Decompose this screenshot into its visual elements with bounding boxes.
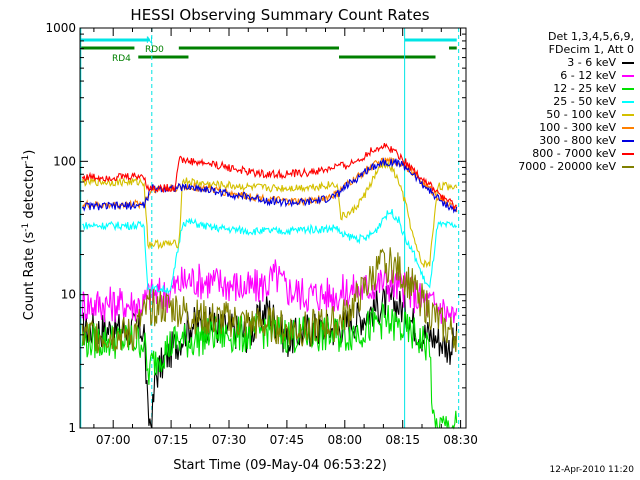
x-tick-label: 08:00: [327, 433, 362, 447]
plot-frame: [79, 27, 467, 429]
x-tick-label: 08:15: [385, 433, 420, 447]
bar-label-rd4: RD4: [112, 54, 131, 64]
legend-label: 800 - 7000 keV: [532, 147, 616, 160]
flag-bars: [80, 38, 457, 59]
chart-title: HESSI Observing Summary Count Rates: [130, 6, 429, 24]
legend-swatch: [622, 166, 634, 168]
legend-swatch: [622, 140, 634, 142]
legend-header-2: FDecim 1, Att 0: [548, 43, 634, 56]
series-line-8: [81, 247, 458, 354]
x-tick-label: 08:30: [443, 433, 478, 447]
legend-label: 50 - 100 keV: [546, 108, 616, 121]
legend-item: 300 - 800 keV: [469, 134, 634, 147]
series-line-1: [81, 259, 458, 324]
legend-swatch: [622, 75, 634, 77]
legend-item: 25 - 50 keV: [469, 95, 634, 108]
legend-swatch: [622, 101, 634, 103]
x-tick-label: 07:00: [96, 433, 131, 447]
legend-label: 12 - 25 keV: [553, 82, 616, 95]
legend-item: 800 - 7000 keV: [469, 147, 634, 160]
series-line-7: [81, 142, 457, 211]
x-tick-label: 07:15: [154, 433, 189, 447]
timestamp: 12-Apr-2010 11:20: [549, 465, 634, 475]
legend-label: 7000 - 20000 keV: [518, 160, 616, 173]
legend-item: 7000 - 20000 keV: [469, 160, 634, 173]
series-line-3: [82, 208, 458, 295]
y-tick-label: 1: [68, 421, 76, 435]
y-axis-label: Count Rate (s-1 detector-1): [21, 150, 37, 321]
legend-label: 3 - 6 keV: [567, 56, 616, 69]
legend-rows: 3 - 6 keV 6 - 12 keV 12 - 25 keV 25 - 50 ke…: [469, 56, 634, 173]
legend-swatch: [622, 88, 634, 90]
legend-label: 100 - 300 keV: [539, 121, 616, 134]
series-line-2: [81, 302, 458, 430]
y-tick-label: 1000: [45, 21, 76, 35]
legend-item: 12 - 25 keV: [469, 82, 634, 95]
legend-item: 6 - 12 keV: [469, 69, 634, 82]
series-line-4: [81, 160, 458, 269]
bar-label-n: N: [146, 36, 153, 46]
x-axis-label: Start Time (09-May-04 06:53:22): [173, 458, 387, 473]
legend-label: 25 - 50 keV: [553, 95, 616, 108]
axes: 1 10 100 1000 07:00 07:15 07:30 07:45 08:00 08:15…: [45, 21, 477, 447]
legend-header-1: Det 1,3,4,5,6,9,: [547, 30, 634, 43]
legend-swatch: [622, 127, 634, 129]
legend-swatch: [622, 153, 634, 155]
gap-lines: [80, 28, 460, 428]
legend-swatch: [622, 114, 634, 116]
legend-item: 50 - 100 keV: [469, 108, 634, 121]
x-tick-label: 07:30: [212, 433, 247, 447]
bar-label-rd0: RD0: [145, 45, 164, 55]
legend-item: 100 - 300 keV: [469, 121, 634, 134]
y-tick-label: 100: [53, 154, 76, 168]
legend: Det 1,3,4,5,6,9, FDecim 1, Att 0 3 - 6 k…: [469, 30, 634, 173]
legend-label: 300 - 800 keV: [539, 134, 616, 147]
legend-swatch: [622, 62, 634, 64]
legend-label: 6 - 12 keV: [560, 69, 616, 82]
series-lines: [81, 142, 458, 430]
x-tick-label: 07:45: [270, 433, 305, 447]
legend-item: 3 - 6 keV: [469, 56, 634, 69]
y-tick-label: 10: [61, 288, 76, 302]
series-line-6: [81, 157, 458, 214]
series-line-0: [81, 284, 458, 429]
